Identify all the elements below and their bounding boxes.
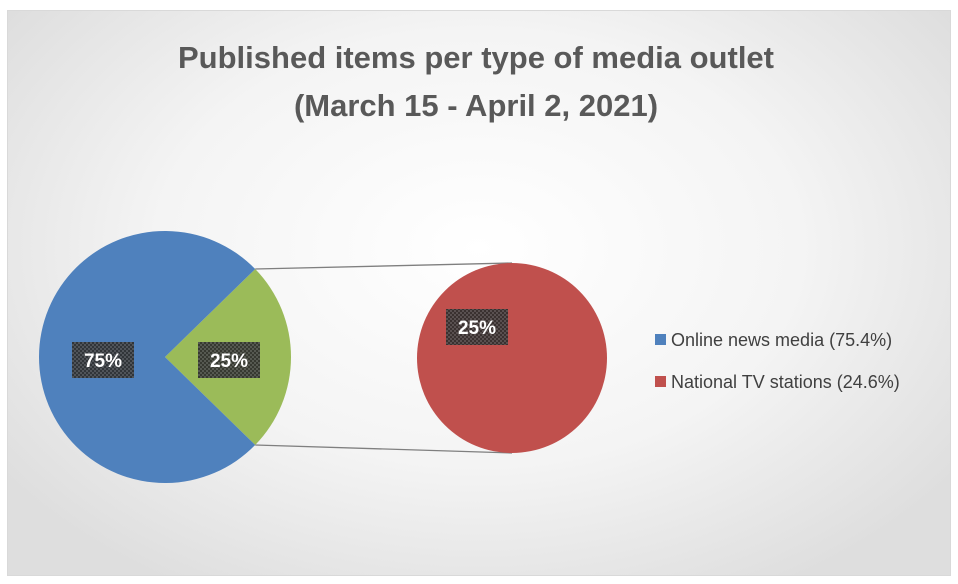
legend-item-national-tv-stations: National TV stations (24.6%) [671,372,900,392]
connector-lines [255,262,513,454]
data-label-online-news-media-text: 75% [84,351,122,372]
chart-subtitle: (March 15 - April 2, 2021) [294,88,658,123]
data-label-national-tv-stations-text: 25% [458,318,496,339]
connector-line-top [255,262,513,270]
data-label-national-tv-stations: 25% [446,309,508,345]
data-label-other-box [198,342,260,378]
legend-item-online-news-media: Online news media (75.4%) [671,330,892,350]
legend-swatch-online-news-media [655,334,666,345]
secondary-pie [417,263,607,453]
data-label-online-news-media-box [72,342,134,378]
pie-slice-national-tv-stations [417,263,607,453]
legend-swatch-national-tv-stations [655,376,666,387]
data-label-other: 25% [198,342,260,378]
pie-slice-online-news-media [39,231,256,484]
legend: Online news media (75.4%) National TV st… [655,330,900,392]
data-label-other-text: 25% [210,351,248,372]
data-label-online-news-media: 75% [72,342,134,378]
connector-line-bottom [255,444,513,454]
data-label-national-tv-stations-box [446,309,508,345]
chart-title: Published items per type of media outlet [178,40,774,75]
data-labels: 75% 25% 25% [72,309,508,378]
